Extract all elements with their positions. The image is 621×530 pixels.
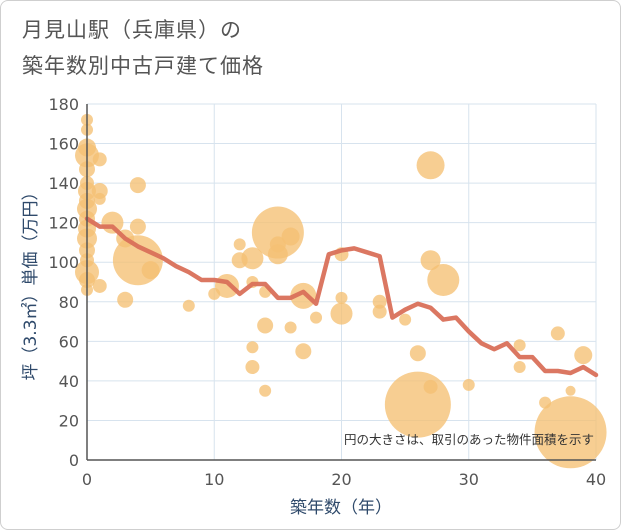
data-point-49 — [335, 291, 348, 304]
data-point-35 — [246, 341, 259, 354]
data-point-51 — [372, 294, 387, 309]
data-point-46 — [295, 343, 312, 360]
y-tick-label-0: 0 — [69, 451, 79, 470]
data-point-47 — [310, 311, 323, 324]
y-tick-label-100: 100 — [48, 253, 79, 272]
data-point-42 — [267, 244, 288, 265]
data-point-33 — [241, 247, 264, 270]
average-price-line — [84, 216, 599, 378]
y-tick-label-80: 80 — [59, 293, 79, 312]
data-point-20 — [92, 278, 107, 293]
y-tick-label-60: 60 — [59, 332, 79, 351]
size-note: 円の大きさは、取引のあった物件面積を示す — [344, 432, 594, 447]
grid-lines — [87, 103, 597, 460]
data-point-27 — [141, 261, 160, 280]
data-point-28 — [182, 299, 195, 312]
data-point-44 — [284, 321, 297, 334]
x-tick-label-0: 0 — [82, 470, 92, 489]
data-point-31 — [233, 238, 246, 251]
tick-labels: 0 20 40 60 80 100 120 140 160 180 0 10 20 30 40 — [48, 95, 606, 489]
data-point-39 — [259, 384, 272, 397]
average-line-layer — [84, 216, 599, 378]
chart-title-line-2: 築年数別中古戸建て価格 — [22, 54, 264, 78]
data-point-19 — [93, 192, 106, 205]
data-point-64 — [550, 326, 565, 341]
data-point-67 — [574, 346, 593, 365]
data-point-24 — [129, 177, 146, 194]
data-point-17 — [92, 152, 107, 167]
data-point-57 — [420, 250, 441, 271]
data-point-23 — [117, 291, 134, 308]
data-point-61 — [513, 339, 526, 352]
data-point-37 — [257, 317, 274, 334]
bubble-layer — [75, 113, 607, 469]
chart-title-line-1: 月見山駅（兵庫県）の — [22, 18, 242, 42]
x-tick-label-40: 40 — [586, 470, 606, 489]
data-point-40 — [251, 206, 304, 259]
y-tick-label-40: 40 — [59, 372, 79, 391]
data-point-54 — [409, 345, 426, 362]
y-axis-title: 坪（3.3㎡）単価（万円） — [21, 183, 41, 380]
x-tick-label-20: 20 — [331, 470, 351, 489]
data-point-30 — [214, 273, 239, 298]
data-point-55 — [384, 371, 451, 438]
data-point-58 — [423, 379, 438, 394]
axes — [86, 104, 596, 461]
data-point-25 — [129, 218, 146, 235]
data-point-60 — [462, 378, 475, 391]
data-point-21 — [101, 211, 124, 234]
y-tick-label-120: 120 — [48, 214, 79, 233]
data-point-36 — [245, 360, 260, 375]
data-point-45 — [290, 282, 317, 309]
data-point-59 — [427, 264, 460, 297]
data-point-53 — [399, 313, 412, 326]
y-tick-label-180: 180 — [48, 95, 79, 114]
x-tick-label-30: 30 — [459, 470, 479, 489]
y-tick-label-140: 140 — [48, 174, 79, 193]
data-point-66 — [534, 396, 607, 469]
data-point-56 — [416, 151, 445, 180]
data-point-62 — [513, 361, 526, 374]
data-point-50 — [330, 302, 353, 325]
data-point-52 — [372, 304, 387, 319]
x-tick-label-10: 10 — [204, 470, 224, 489]
data-point-65 — [565, 385, 576, 396]
y-tick-label-160: 160 — [48, 135, 79, 154]
data-point-43 — [281, 227, 300, 246]
y-tick-label-20: 20 — [59, 411, 79, 430]
x-axis-title: 築年数（年） — [290, 498, 392, 518]
